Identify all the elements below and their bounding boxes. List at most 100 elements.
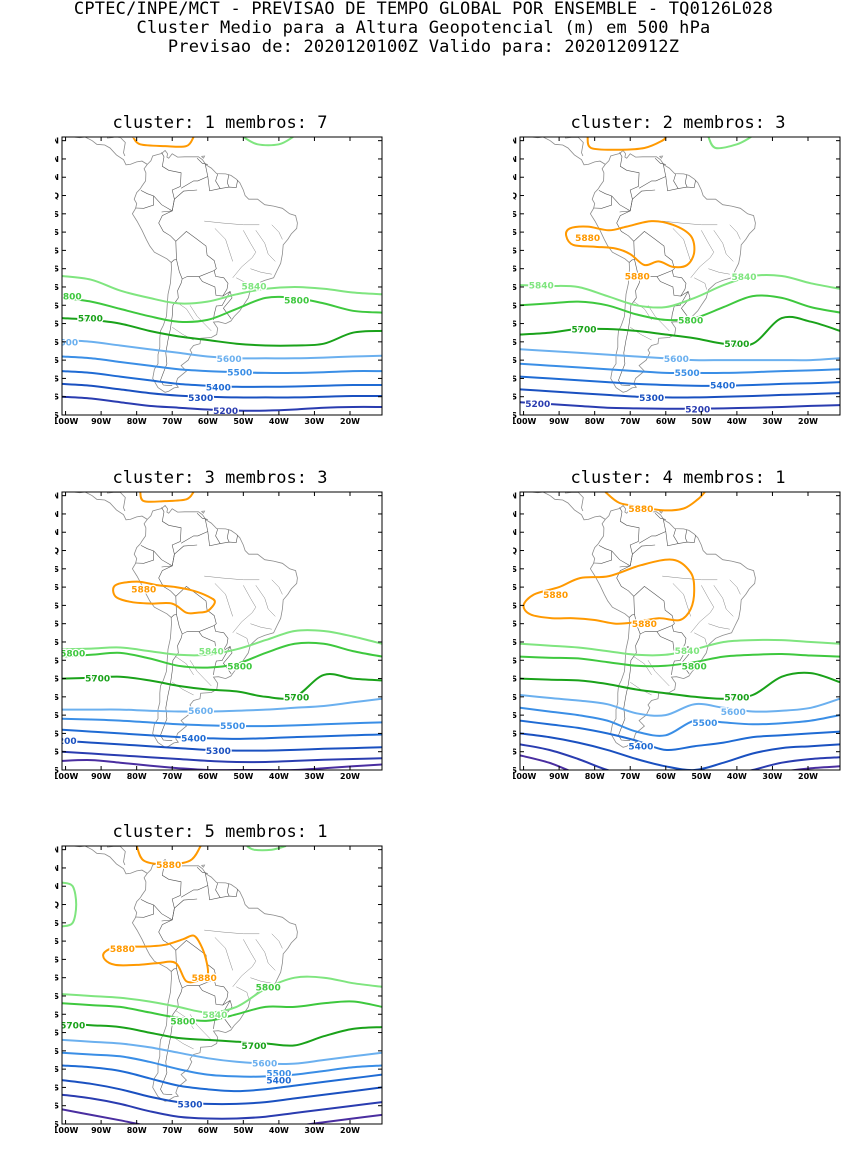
lon-label: 80W — [127, 417, 147, 426]
contour-5400 — [520, 719, 840, 752]
contour-5800 — [520, 652, 840, 668]
state-border — [662, 575, 718, 581]
contour-label: 5880 — [110, 945, 135, 955]
lat-label: 45S — [55, 711, 59, 720]
country-border — [656, 625, 687, 652]
state-border — [250, 977, 272, 984]
lon-label: 60W — [198, 1126, 218, 1135]
lat-label: 40S — [55, 693, 59, 702]
state-border — [189, 660, 212, 687]
map-panel-cluster-3: cluster: 3 membros: 3 5880 5840 5800 5800 57… — [55, 468, 385, 803]
state-border — [672, 228, 691, 262]
coastline-central-america — [564, 492, 584, 512]
country-border — [161, 189, 198, 213]
lat-label: 10N — [55, 155, 59, 164]
state-border — [633, 301, 652, 321]
contour-5880 — [565, 220, 696, 269]
contour-label: 5600 — [217, 355, 242, 365]
lon-label: 100W — [55, 772, 79, 781]
contour-label: 5880 — [113, 135, 138, 140]
lat-label: 55S — [55, 1102, 59, 1111]
lat-label: 35S — [55, 320, 59, 329]
contour-label: 5600 — [55, 338, 78, 348]
state-border — [633, 656, 652, 676]
country-border — [153, 195, 177, 263]
lon-label: 40W — [269, 1126, 289, 1135]
lon-label: 40W — [269, 417, 289, 426]
state-border — [236, 632, 249, 645]
contour-5300 — [62, 739, 382, 752]
lat-label: 50S — [55, 729, 59, 738]
coastline-central-america — [530, 137, 606, 166]
country-border — [205, 164, 238, 192]
lon-label: 30W — [304, 1126, 324, 1135]
lon-label: 60W — [198, 417, 218, 426]
lat-label: 5S — [55, 565, 59, 574]
coastline-central-america — [72, 492, 148, 521]
contour-label: 5700 — [284, 693, 309, 703]
state-border — [175, 656, 194, 676]
country-border — [161, 898, 198, 922]
lat-label: 15S — [55, 955, 59, 964]
state-border — [708, 268, 730, 275]
lat-label: 35S — [55, 675, 59, 684]
contour-label: 5880 — [628, 505, 653, 515]
lat-label: 5S — [513, 210, 517, 219]
coastline-central-america — [564, 137, 584, 157]
chart-header: CPTEC/INPE/MCT - PREVISAO DE TEMPO GLOBA… — [0, 0, 847, 57]
state-border — [713, 585, 734, 617]
contour-label: 5600 — [664, 355, 689, 365]
state-border — [236, 277, 249, 290]
state-border — [708, 623, 730, 630]
lat-label: 20S — [55, 265, 59, 274]
country-border — [205, 519, 238, 547]
country-border — [135, 899, 155, 918]
lat-label: 15S — [513, 601, 517, 610]
contour-5400 — [520, 375, 840, 387]
panel-title: cluster: 2 membros: 3 — [570, 113, 786, 133]
contour-label: 5880 — [625, 273, 650, 283]
contour-label: 5880 — [632, 620, 657, 630]
country-border — [180, 176, 208, 189]
contour-5800 — [62, 641, 382, 669]
contour-5840 — [520, 638, 840, 657]
lat-label: 5N — [513, 528, 517, 537]
contour-5200 — [62, 750, 382, 764]
state-border — [236, 986, 249, 999]
map-frame — [519, 491, 841, 771]
contour-5800 — [62, 295, 382, 323]
contour-5500 — [62, 355, 382, 375]
lat-label: 5S — [513, 565, 517, 574]
contour-5500 — [520, 362, 840, 375]
lat-label: 35S — [513, 675, 517, 684]
country-border — [215, 882, 221, 898]
panel-title: cluster: 1 membros: 7 — [112, 113, 328, 133]
contour-5800 — [62, 1000, 382, 1022]
lon-label: 70W — [162, 772, 182, 781]
lat-label: 15N — [513, 492, 517, 501]
state-border — [271, 224, 283, 240]
lon-label: 90W — [549, 417, 569, 426]
lat-label: 40S — [55, 338, 59, 347]
lat-label: 50S — [55, 374, 59, 383]
lon-label: 20W — [798, 772, 818, 781]
island-outline — [201, 155, 206, 159]
country-border — [663, 164, 696, 192]
lat-label: 15N — [55, 846, 59, 855]
contour-5700 — [520, 315, 840, 347]
contour-label: 5400 — [181, 735, 206, 745]
country-border — [671, 646, 689, 675]
country-border — [638, 176, 666, 189]
lon-label: 100W — [55, 417, 79, 426]
contour-label: 5700 — [78, 315, 103, 325]
contour-5700 — [520, 671, 840, 700]
island-outline — [201, 510, 206, 514]
state-border — [255, 585, 276, 617]
contour-label: 5840 — [731, 273, 756, 283]
country-border — [196, 512, 208, 520]
contour-label: 5880 — [131, 585, 156, 595]
country-border — [176, 614, 183, 635]
lon-label: 100W — [513, 772, 537, 781]
state-border — [713, 230, 734, 262]
coastline — [131, 149, 298, 393]
